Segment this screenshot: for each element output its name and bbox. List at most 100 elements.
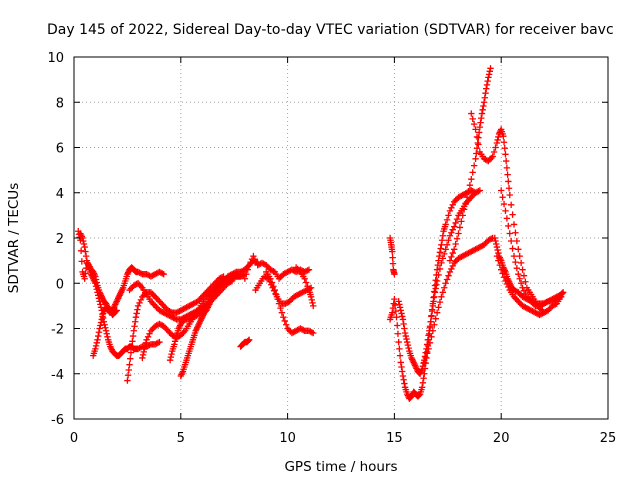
data-point bbox=[80, 237, 87, 245]
data-point bbox=[389, 248, 396, 255]
series-arc-13 bbox=[292, 264, 317, 310]
data-point bbox=[136, 299, 143, 307]
series-arc-17 bbox=[421, 234, 496, 366]
data-point bbox=[468, 175, 475, 183]
data-point bbox=[129, 338, 136, 345]
data-point bbox=[131, 323, 138, 330]
data-point bbox=[473, 145, 481, 152]
data-point bbox=[402, 332, 409, 340]
data-point bbox=[244, 266, 251, 273]
x-tick-label: 20 bbox=[493, 431, 510, 446]
data-points bbox=[75, 65, 567, 402]
data-point bbox=[513, 264, 521, 272]
data-point bbox=[493, 252, 501, 260]
data-point bbox=[502, 207, 509, 215]
data-point bbox=[459, 212, 466, 219]
data-point bbox=[270, 287, 278, 294]
data-point bbox=[92, 342, 100, 350]
data-point bbox=[399, 313, 406, 320]
data-point bbox=[519, 266, 526, 273]
data-point bbox=[479, 106, 486, 113]
data-point bbox=[421, 359, 428, 366]
data-point bbox=[144, 333, 152, 340]
data-point bbox=[472, 126, 479, 133]
data-point bbox=[448, 253, 455, 261]
data-point bbox=[92, 345, 99, 353]
data-point bbox=[278, 309, 286, 316]
data-point bbox=[446, 232, 454, 239]
data-point bbox=[435, 271, 442, 279]
data-point bbox=[445, 237, 452, 244]
data-point bbox=[483, 81, 491, 89]
data-point bbox=[160, 271, 167, 278]
data-point bbox=[97, 301, 104, 308]
axis-ticks bbox=[73, 56, 609, 420]
data-point bbox=[167, 353, 175, 361]
data-point bbox=[483, 157, 491, 164]
data-point bbox=[427, 318, 434, 325]
series-arc-19 bbox=[468, 110, 548, 316]
data-point bbox=[245, 337, 252, 344]
data-point bbox=[442, 280, 449, 287]
data-point bbox=[439, 255, 447, 262]
data-point bbox=[429, 302, 437, 310]
data-point bbox=[93, 339, 100, 347]
data-point bbox=[428, 307, 436, 315]
data-point bbox=[449, 226, 456, 233]
data-point bbox=[443, 241, 451, 248]
data-point bbox=[503, 280, 511, 288]
data-point bbox=[179, 369, 186, 377]
x-tick-label: 0 bbox=[70, 431, 78, 446]
data-point bbox=[270, 283, 277, 290]
data-point bbox=[449, 262, 456, 270]
series-arc-14 bbox=[386, 234, 398, 278]
series-arc-22 bbox=[498, 187, 567, 310]
series-arc-21 bbox=[493, 252, 565, 319]
data-point bbox=[426, 323, 434, 330]
data-point bbox=[478, 110, 486, 117]
data-point bbox=[304, 267, 311, 274]
data-point bbox=[154, 339, 162, 347]
data-point bbox=[305, 266, 313, 273]
data-point bbox=[462, 200, 469, 207]
data-point bbox=[104, 333, 111, 340]
data-point bbox=[517, 259, 525, 267]
data-point bbox=[391, 295, 398, 303]
data-point bbox=[487, 65, 494, 72]
data-point bbox=[396, 352, 404, 359]
data-point bbox=[82, 248, 89, 255]
data-point bbox=[302, 279, 310, 286]
data-point bbox=[127, 355, 134, 362]
series-arc-3 bbox=[90, 264, 167, 359]
x-tick-label: 10 bbox=[279, 431, 296, 446]
data-point bbox=[392, 307, 400, 315]
data-point bbox=[270, 267, 277, 275]
data-point bbox=[468, 110, 475, 117]
data-point bbox=[482, 90, 489, 97]
data-point bbox=[488, 235, 495, 242]
data-point bbox=[552, 301, 559, 308]
data-point bbox=[389, 309, 396, 316]
data-point bbox=[420, 375, 427, 382]
data-point bbox=[431, 321, 438, 328]
data-point bbox=[437, 245, 444, 252]
data-point bbox=[102, 324, 109, 331]
data-point bbox=[429, 327, 437, 334]
data-point bbox=[502, 277, 509, 285]
data-point bbox=[433, 281, 440, 288]
data-point bbox=[425, 345, 432, 353]
data-point bbox=[139, 351, 147, 359]
data-point bbox=[431, 282, 439, 289]
data-point bbox=[97, 319, 105, 326]
data-point bbox=[82, 270, 89, 277]
data-point bbox=[301, 275, 308, 282]
data-point bbox=[137, 344, 145, 351]
data-point bbox=[485, 71, 493, 78]
y-axis-label: SDTVAR / TECUs bbox=[6, 183, 22, 293]
data-point bbox=[134, 306, 141, 313]
data-point bbox=[95, 329, 103, 336]
data-point bbox=[405, 344, 412, 352]
data-point bbox=[492, 237, 499, 245]
data-point bbox=[476, 187, 484, 194]
